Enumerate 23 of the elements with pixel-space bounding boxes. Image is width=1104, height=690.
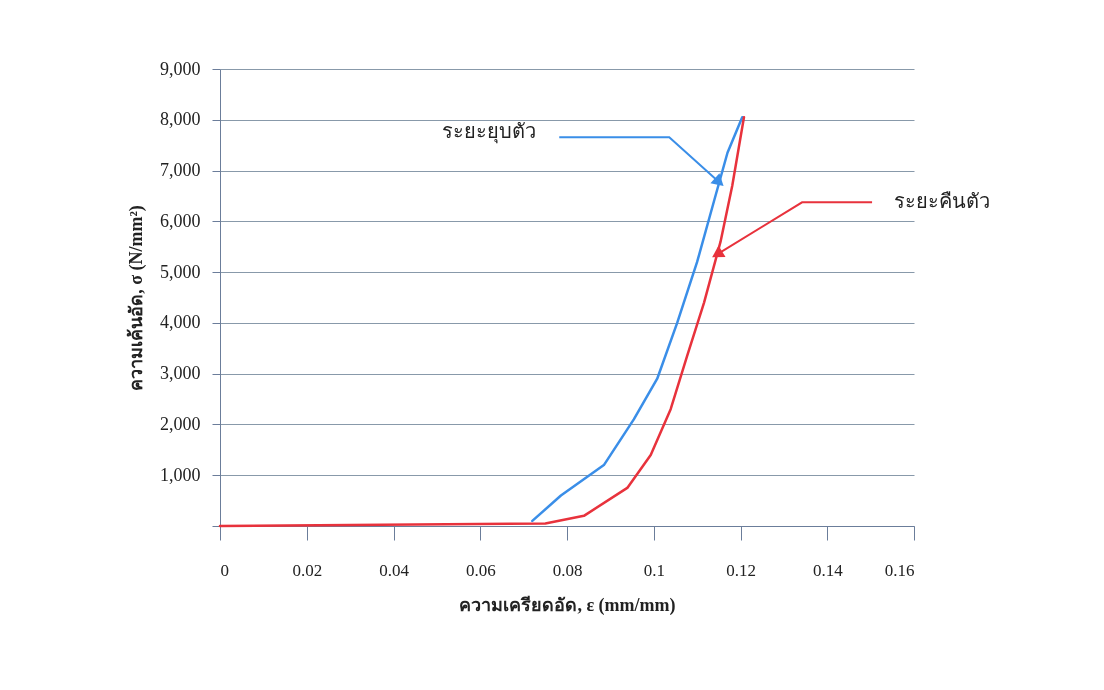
y-tick-label: 7,000	[160, 160, 201, 181]
y-tick-label: 3,000	[160, 363, 201, 384]
y-axis-title: ความเค้นอัด, σ (N/mm²)	[126, 205, 147, 391]
x-tick-label: 0.04	[379, 560, 410, 580]
x-tick-label: 0.14	[812, 560, 844, 580]
y-tick-label: 6,000	[160, 210, 201, 231]
y-tick-label: 1,000	[160, 464, 201, 485]
x-tick-label: 0.08	[552, 560, 583, 580]
line-series	[218, 115, 746, 528]
x-tick-label: 0.1	[643, 560, 665, 580]
x-tick-label: 0.12	[726, 560, 756, 580]
y-tick-label: 8,000	[160, 109, 201, 130]
x-tick-label: 0.02	[292, 560, 323, 580]
y-tick-label: 9,000	[160, 58, 201, 79]
x-tick-label: 0.06	[465, 560, 496, 580]
annotation: ระยะยุบตัว	[442, 119, 537, 145]
y-tick-label: 5,000	[160, 261, 201, 282]
x-tick-label: 0.16	[884, 560, 915, 580]
annotation: ระยะคืนตัว	[894, 189, 991, 214]
y-tick-label: 4,000	[160, 312, 201, 333]
y-tick-label: 2,000	[160, 413, 201, 434]
x-tick-label: 0	[220, 560, 229, 580]
x-axis-title: ความเครียดอัด, ε (mm/mm)	[459, 594, 676, 616]
